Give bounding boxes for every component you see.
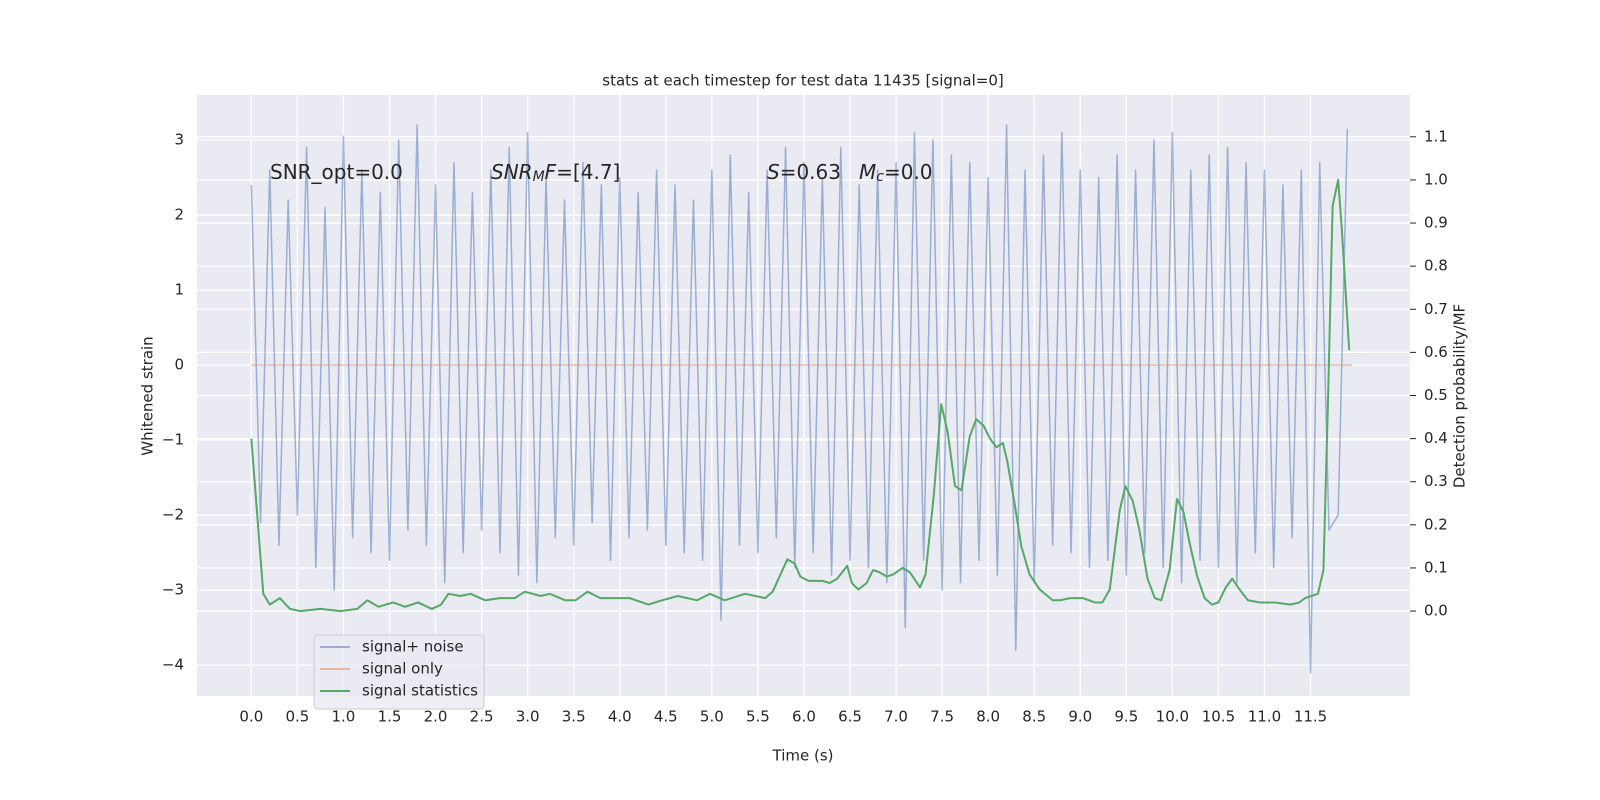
annotation-part: SNR	[491, 160, 533, 184]
x-tick-label: 6.5	[838, 708, 862, 726]
annotation-part: SNR_opt=0.0	[270, 160, 403, 184]
x-tick-label: 2.0	[424, 708, 448, 726]
x-tick-label: 10.5	[1202, 708, 1235, 726]
y2-tick-label: 0.1	[1424, 558, 1448, 576]
x-tick-label: 1.5	[378, 708, 402, 726]
y2-tick-label: 0.0	[1424, 602, 1448, 620]
series-line	[250, 178, 1351, 613]
y2-axis-label: Detection probability/MF	[1451, 304, 1469, 488]
annotation: S=0.63	[767, 160, 841, 184]
y2-tick-label: 1.0	[1424, 170, 1448, 188]
y2-tick-label: 1.1	[1424, 127, 1448, 145]
x-tick-label: 9.5	[1114, 708, 1138, 726]
annotation-part: M	[859, 160, 876, 184]
x-tick-label: 0.5	[285, 708, 309, 726]
y2-tick-label: 0.8	[1424, 257, 1448, 275]
x-tick-label: 11.5	[1294, 708, 1327, 726]
x-tick-label: 3.0	[516, 708, 540, 726]
x-tick-label: 6.0	[792, 708, 816, 726]
legend-box	[313, 634, 485, 710]
y-tick-label: 0	[174, 356, 184, 374]
x-tick-label: 9.0	[1068, 708, 1092, 726]
x-tick-label: 10.0	[1156, 708, 1189, 726]
annotation: SNR_opt=0.0	[270, 160, 403, 184]
x-tick-label: 2.5	[470, 708, 494, 726]
annotation: SNRMF=[4.7]	[491, 160, 620, 185]
y-tick-label: −3	[162, 581, 184, 599]
y2-tick-label: 0.9	[1424, 214, 1448, 232]
legend-label: signal+ noise	[362, 638, 464, 656]
legend-label: signal only	[362, 660, 443, 678]
y2-tick-label: 0.3	[1424, 472, 1448, 490]
y-tick-label: 2	[174, 206, 184, 224]
y-axis-label: Whitened strain	[139, 336, 157, 455]
chart-title: stats at each timestep for test data 114…	[602, 72, 1003, 90]
annotation-part: F	[545, 160, 557, 184]
x-tick-label: 7.5	[930, 708, 954, 726]
legend-label: signal statistics	[362, 682, 478, 700]
y-tick-label: −2	[162, 506, 184, 524]
y2-tick-label: 0.6	[1424, 343, 1448, 361]
annotation-part: =0.0	[884, 160, 933, 184]
y2-tick-label: 0.5	[1424, 386, 1448, 404]
x-tick-label: 5.0	[700, 708, 724, 726]
annotation-part: =0.63	[780, 160, 841, 184]
y-tick-label: −1	[162, 431, 184, 449]
y2-tick-label: 0.7	[1424, 300, 1448, 318]
y2-tick-label: 0.4	[1424, 429, 1448, 447]
x-tick-label: 11.0	[1248, 708, 1281, 726]
x-tick-label: 8.5	[1022, 708, 1046, 726]
x-tick-label: 5.5	[746, 708, 770, 726]
y-tick-label: 1	[174, 281, 184, 299]
x-tick-label: 4.5	[654, 708, 678, 726]
annotation-part: S	[767, 160, 780, 184]
x-tick-label: 4.0	[608, 708, 632, 726]
annotation-part: c	[876, 169, 884, 185]
x-tick-label: 7.0	[884, 708, 908, 726]
x-tick-label: 0.0	[239, 708, 263, 726]
y-tick-label: −4	[162, 656, 184, 674]
x-tick-label: 1.0	[332, 708, 356, 726]
x-tick-label: 3.5	[562, 708, 586, 726]
y2-tick-label: 0.2	[1424, 515, 1448, 533]
x-axis-label: Time (s)	[772, 747, 834, 765]
annotation: Mc=0.0	[859, 160, 933, 185]
annotation-part: =[4.7]	[556, 160, 620, 184]
annotation-part: M	[533, 169, 545, 185]
y-tick-label: 3	[174, 131, 184, 149]
x-tick-label: 8.0	[976, 708, 1000, 726]
